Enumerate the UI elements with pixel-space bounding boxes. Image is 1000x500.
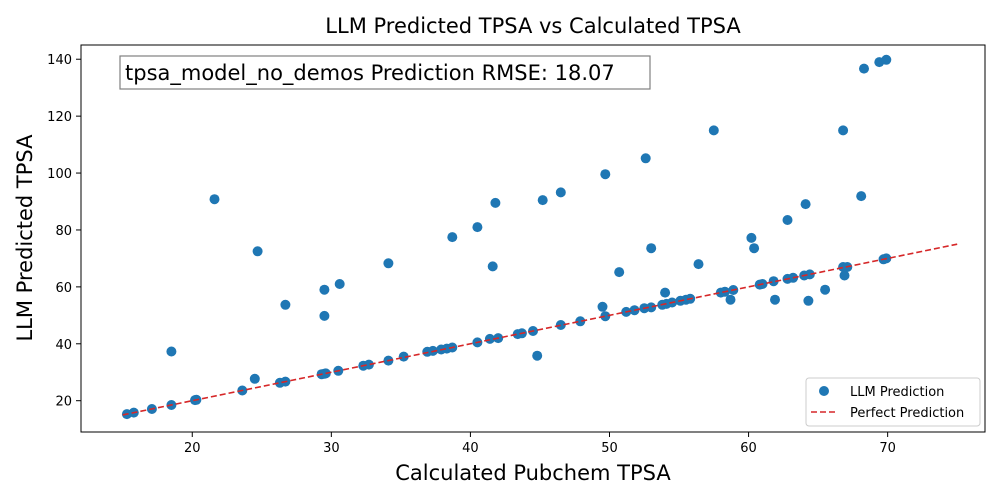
annotation-frame <box>119 55 651 90</box>
data-point <box>614 267 625 278</box>
data-point <box>839 270 850 281</box>
legend-frame <box>805 377 981 427</box>
data-point <box>749 243 760 254</box>
perfect-prediction-line <box>122 243 958 416</box>
legend: LLM Prediction Perfect Prediction <box>805 377 981 427</box>
data-point <box>447 232 458 243</box>
data-point <box>768 276 779 287</box>
data-point <box>640 153 651 164</box>
data-point <box>856 191 867 202</box>
legend-label-perfect-prediction: Perfect Prediction <box>850 406 964 421</box>
annotation-text: tpsa_model_no_demos Prediction RMSE: 18.… <box>125 61 615 86</box>
x-tick-label: 20 <box>184 441 201 456</box>
annotation-box: tpsa_model_no_demos Prediction RMSE: 18.… <box>119 55 651 90</box>
data-point <box>838 125 849 136</box>
data-point <box>646 302 657 313</box>
y-tick-label: 80 <box>55 224 72 239</box>
data-point <box>532 350 543 361</box>
data-point <box>800 199 811 210</box>
legend-marker-llm-prediction <box>819 386 829 396</box>
data-point <box>484 333 495 344</box>
data-point <box>334 279 345 289</box>
data-point <box>600 169 611 180</box>
data-point <box>280 299 291 310</box>
data-point <box>487 261 498 272</box>
y-tick-label: 120 <box>47 110 72 125</box>
y-tick-label: 60 <box>55 281 72 296</box>
data-point <box>725 294 736 305</box>
data-point <box>746 232 757 243</box>
data-point <box>575 316 586 327</box>
data-point <box>252 246 263 257</box>
y-tick-label: 20 <box>55 395 72 410</box>
y-tick-label: 140 <box>47 53 72 68</box>
chart-title: LLM Predicted TPSA vs Calculated TPSA <box>325 14 741 38</box>
data-point <box>319 310 330 321</box>
y-tick-label: 40 <box>55 338 72 353</box>
x-tick-label: 40 <box>462 441 479 456</box>
data-point <box>319 284 330 295</box>
data-point <box>859 63 869 74</box>
plot-area <box>121 54 958 420</box>
data-point <box>820 284 831 295</box>
data-point <box>490 197 501 208</box>
data-point <box>600 311 611 322</box>
data-point <box>660 287 671 298</box>
data-point <box>708 125 719 136</box>
data-point <box>383 258 394 269</box>
x-tick-label: 50 <box>601 441 618 456</box>
data-point <box>803 295 814 306</box>
axes-frame <box>80 44 986 433</box>
x-tick-label: 30 <box>323 441 340 456</box>
data-point <box>398 351 409 362</box>
data-point <box>555 187 566 198</box>
y-axis-title: LLM Predicted TPSA <box>13 134 37 342</box>
data-point <box>249 373 260 384</box>
data-point <box>881 54 892 65</box>
legend-label-llm-prediction: LLM Prediction <box>850 385 944 400</box>
y-tick-label: 100 <box>47 167 72 182</box>
data-point <box>166 346 177 357</box>
data-point <box>555 320 566 330</box>
data-point <box>363 359 374 370</box>
data-point <box>209 194 220 205</box>
x-axis-title: Calculated Pubchem TPSA <box>395 461 671 485</box>
data-point <box>597 301 608 312</box>
data-point <box>537 195 548 206</box>
data-point <box>804 269 815 280</box>
data-point <box>646 243 657 254</box>
axes: 20 30 40 50 60 70 20 40 60 80 100 120 140 <box>47 44 986 456</box>
data-point <box>472 222 483 233</box>
x-tick-label: 70 <box>879 441 896 456</box>
data-point <box>782 215 793 225</box>
data-point <box>693 259 704 270</box>
x-tick-label: 60 <box>740 441 757 456</box>
data-point <box>770 294 780 305</box>
